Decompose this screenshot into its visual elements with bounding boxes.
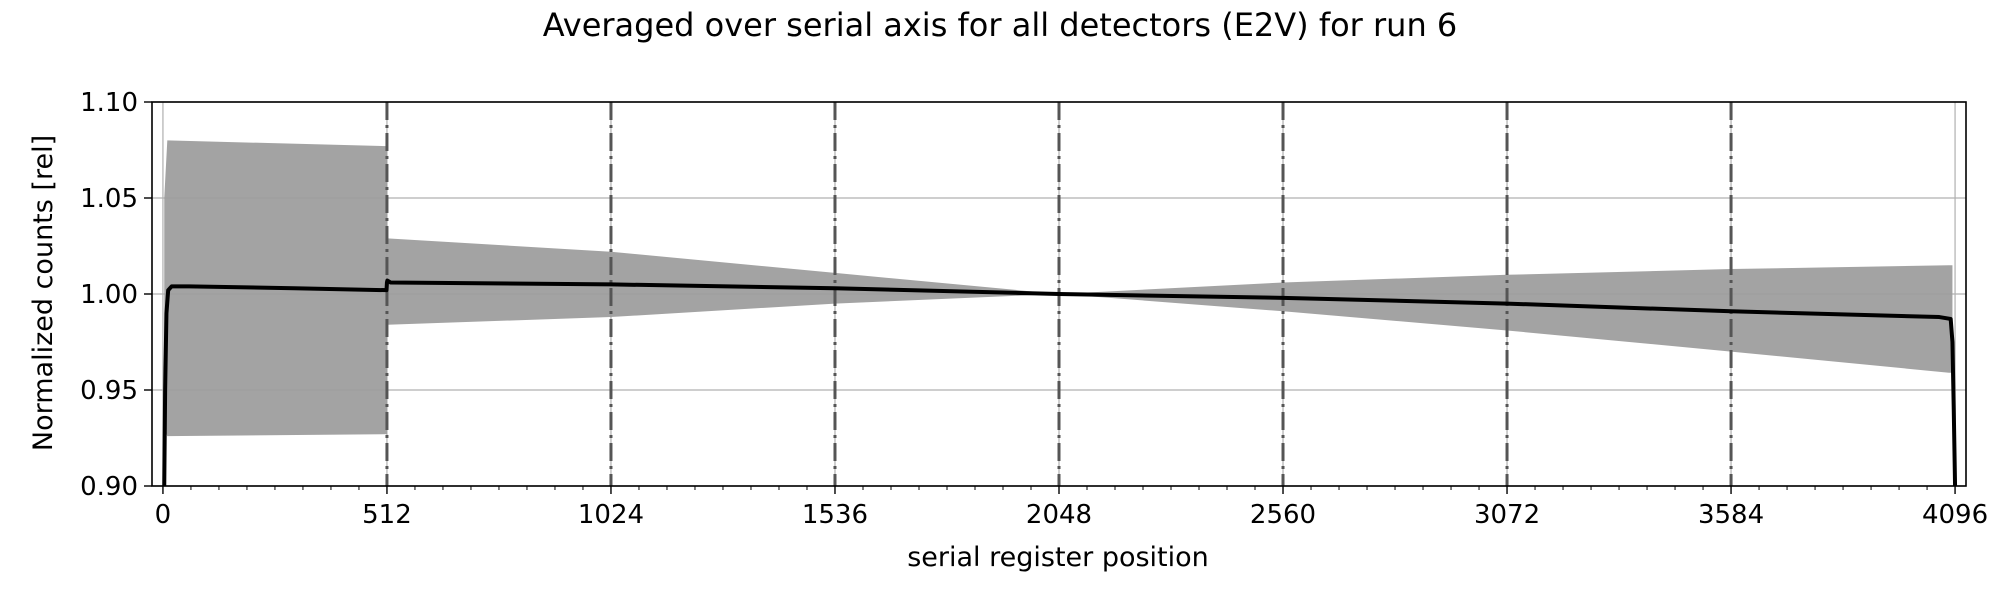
y-tick-label: 0.95 bbox=[80, 376, 138, 406]
x-tick-label: 1536 bbox=[802, 500, 868, 530]
y-tick-label: 1.10 bbox=[80, 88, 138, 118]
x-tick-label: 3584 bbox=[1698, 500, 1764, 530]
y-tick-label: 1.05 bbox=[80, 184, 138, 214]
x-tick-label: 3072 bbox=[1474, 500, 1540, 530]
x-tick-label: 2048 bbox=[1026, 500, 1092, 530]
y-tick-label: 1.00 bbox=[80, 280, 138, 310]
y-axis-label: Normalized counts [rel] bbox=[28, 135, 59, 451]
x-axis-label: serial register position bbox=[907, 542, 1209, 573]
segment-boundary-lines bbox=[385, 102, 1733, 486]
x-tick-label: 0 bbox=[155, 500, 172, 530]
series-band-layer bbox=[164, 140, 1953, 437]
x-tick-label: 2560 bbox=[1250, 500, 1316, 530]
x-tick-label: 1024 bbox=[578, 500, 644, 530]
y-tick-label: 0.90 bbox=[80, 472, 138, 502]
series-mean-line bbox=[162, 278, 1958, 487]
series-line-layer bbox=[162, 278, 1958, 487]
series-band bbox=[164, 140, 1953, 437]
y-axis-ticks: 0.90 0.95 1.00 1.05 1.10 bbox=[80, 88, 152, 502]
x-tick-label: 4096 bbox=[1922, 500, 1988, 530]
chart-title: Averaged over serial axis for all detect… bbox=[543, 6, 1458, 44]
x-tick-label: 512 bbox=[362, 500, 412, 530]
x-axis-ticks: 0 512 1024 1536 2048 2560 3072 3584 4096 bbox=[155, 486, 1988, 530]
